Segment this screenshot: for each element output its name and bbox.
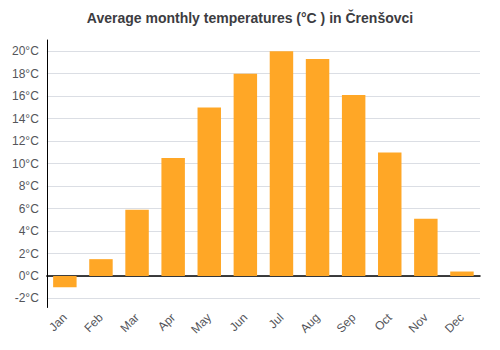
svg-text:Sep: Sep <box>334 310 359 335</box>
svg-text:4°C: 4°C <box>19 224 39 238</box>
svg-text:8°C: 8°C <box>19 179 39 193</box>
svg-text:Jan: Jan <box>46 311 70 335</box>
svg-text:12°C: 12°C <box>12 134 39 148</box>
svg-text:Jul: Jul <box>266 311 287 332</box>
svg-text:May: May <box>188 311 214 337</box>
svg-text:Feb: Feb <box>81 310 106 335</box>
svg-text:Mar: Mar <box>118 311 143 335</box>
svg-text:Aug: Aug <box>298 311 323 336</box>
svg-text:Nov: Nov <box>406 311 431 336</box>
svg-text:16°C: 16°C <box>12 89 39 103</box>
svg-text:6°C: 6°C <box>19 202 39 216</box>
svg-text:18°C: 18°C <box>12 67 39 81</box>
svg-text:10°C: 10°C <box>12 157 39 171</box>
svg-text:Apr: Apr <box>155 311 178 334</box>
svg-text:2°C: 2°C <box>19 247 39 261</box>
svg-text:0°C: 0°C <box>19 269 39 283</box>
svg-text:20°C: 20°C <box>12 44 39 58</box>
svg-text:Jun: Jun <box>227 311 251 335</box>
svg-text:-2°C: -2°C <box>15 291 39 305</box>
svg-text:Dec: Dec <box>442 311 467 336</box>
svg-text:Average monthly temperatures (: Average monthly temperatures (°C ) in Čr… <box>87 9 413 26</box>
svg-text:14°C: 14°C <box>12 112 39 126</box>
svg-text:Oct: Oct <box>372 310 396 334</box>
